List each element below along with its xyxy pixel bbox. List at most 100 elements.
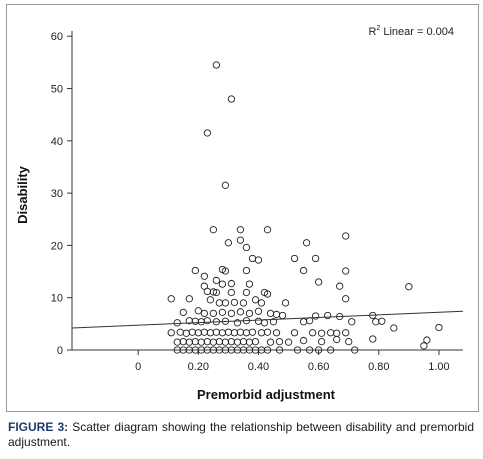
data-point [188,328,196,336]
data-point [290,254,299,263]
data-point [230,329,239,337]
data-point [308,329,317,337]
data-point [206,296,215,304]
y-tick-label: 60 [51,31,63,43]
data-point [209,338,218,346]
y-tick-label: 0 [57,345,63,357]
data-point [275,337,284,346]
x-tick-label: 0.60 [308,361,329,373]
data-point [179,337,187,346]
r-squared-superscript: 2 [376,25,380,32]
data-point [305,317,314,325]
data-point [194,307,202,315]
data-point [245,309,254,318]
figure-caption: FIGURE 3: Scatter diagram showing the re… [8,420,474,450]
x-tick-label: 0 [135,361,141,373]
data-point [248,254,257,263]
data-point [191,317,199,325]
data-point [167,329,175,337]
data-point [266,309,275,318]
data-point [423,336,431,344]
data-point [342,329,350,337]
x-axis-ticks: 0 0.20 0.40 0.60 0.80 1.00 [135,350,450,373]
data-point [203,317,211,325]
data-point [263,290,272,298]
r-squared-annotation: R2 Linear = 0.004 [368,25,454,38]
data-point [221,267,230,275]
figure-panel: 0 10 20 30 40 50 60 0 0.20 0.40 0.60 0.80 1.00 R2 L… [6,4,479,412]
data-point [284,338,293,346]
data-point [254,317,263,325]
data-point [342,267,350,275]
data-point [272,310,281,319]
data-point [311,254,320,263]
x-tick-label: 0.40 [248,361,269,373]
data-point [227,309,236,318]
data-point [212,328,221,336]
data-point [336,282,344,290]
data-point [215,299,224,307]
data-point [191,266,199,275]
data-point [348,318,356,326]
data-point [197,318,205,326]
data-point [206,329,215,337]
data-point [275,346,284,354]
data-point [167,295,175,303]
data-point [227,337,236,346]
r-squared-value: Linear = 0.004 [380,26,454,38]
data-point [311,312,320,320]
data-point [345,337,353,346]
data-point [173,319,181,327]
data-point [242,266,251,275]
data-point [236,236,245,244]
data-points [167,61,443,354]
caption-label: FIGURE 3: [8,420,69,434]
data-point [173,338,181,346]
data-point [299,266,308,275]
data-point [369,335,377,343]
data-point [305,346,314,354]
data-point [281,299,290,307]
scatter-chart: 0 10 20 30 40 50 60 0 0.20 0.40 0.60 0.80 1.00 R2 L… [15,25,464,402]
data-point [390,324,398,332]
data-point [314,346,323,354]
data-point [248,328,257,336]
data-point [342,232,350,240]
data-point [233,319,242,327]
linear-fit-line [71,310,464,329]
data-point [182,329,190,337]
data-point [242,288,251,297]
data-point [236,226,245,234]
data-point [239,299,248,307]
data-point [378,317,386,325]
data-point [245,280,254,288]
data-point [314,278,323,286]
data-point [200,309,208,318]
data-point [254,307,263,315]
data-point [224,239,233,247]
y-axis-title: Disability [15,165,30,224]
data-point [242,329,251,337]
data-point [327,346,335,354]
x-tick-label: 1.00 [428,361,449,373]
data-point [218,308,227,316]
data-point [209,226,218,234]
data-point [251,296,260,304]
y-tick-label: 50 [51,84,63,96]
data-point [299,336,308,345]
data-point [212,61,221,69]
data-point [191,337,199,346]
data-point [230,298,239,307]
data-point [236,308,245,316]
caption-text: Scatter diagram showing the relationship… [8,420,475,449]
data-point [372,318,380,326]
data-point [251,337,260,346]
data-point [176,328,184,336]
data-point [200,272,208,280]
data-point [203,337,211,346]
data-point [290,329,299,337]
data-point [302,239,311,247]
data-point [200,328,208,336]
data-point [420,342,428,350]
y-tick-label: 30 [51,188,63,200]
